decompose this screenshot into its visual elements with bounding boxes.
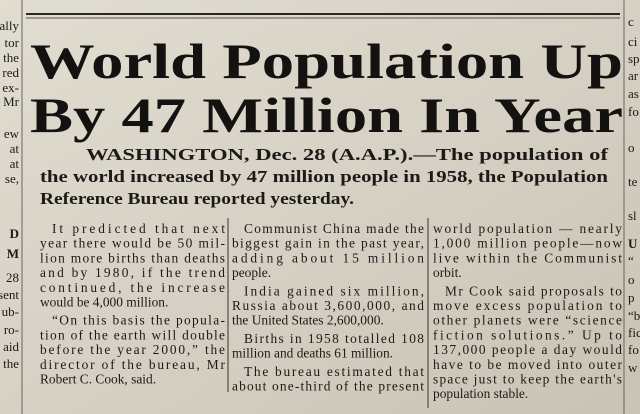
body-line: year there would be 50 mil- xyxy=(40,236,225,251)
left-fragment: tor xyxy=(5,35,20,50)
right-fragment: o xyxy=(628,272,635,287)
body-line: The bureau estimated that xyxy=(244,364,424,379)
body-line: director of the bureau, Mr xyxy=(40,357,226,372)
left-fragment: red xyxy=(2,65,19,80)
headline: World Population Up xyxy=(30,33,623,89)
right-fragment: te xyxy=(628,174,638,189)
right-fragment: o xyxy=(628,140,635,155)
right-fragment: sl xyxy=(628,208,637,223)
right-fragment: “ xyxy=(628,253,634,268)
body-line: Robert C. Cook, said. xyxy=(40,372,156,387)
left-fragment: the xyxy=(3,356,19,371)
body-line: about one-third of the present xyxy=(232,379,424,394)
body-line: have to be moved into outer xyxy=(433,357,623,372)
body-line: continued, the increase xyxy=(40,280,225,295)
body-line: other planets were “science xyxy=(433,313,622,328)
body-line: space just to keep the earth's xyxy=(433,372,622,387)
right-fragment: as xyxy=(628,86,639,101)
left-fragment: 28 xyxy=(6,270,19,285)
right-fragment: ci xyxy=(628,34,638,49)
left-fragment: aid xyxy=(3,339,19,354)
body-line: world population — nearly xyxy=(433,221,622,236)
body-line: 1,000 million people—now xyxy=(433,236,622,251)
right-fragment: fo xyxy=(628,342,639,357)
left-fragment: ro- xyxy=(4,322,19,337)
left-fragment: M xyxy=(7,246,19,261)
body-line: biggest gain in the past year, xyxy=(232,236,424,251)
body-line: would be 4,000 million. xyxy=(40,295,168,310)
body-line: move excess population to xyxy=(433,298,622,313)
body-line: orbit. xyxy=(433,265,462,280)
right-fragment: fo xyxy=(628,104,639,119)
body-line: people. xyxy=(232,265,271,280)
left-fragment: se, xyxy=(5,171,19,186)
body-line: tion of the earth will double xyxy=(40,327,225,342)
body-line: Russia about 3,600,000, and xyxy=(232,298,424,313)
left-fragment: ally xyxy=(0,18,19,33)
right-fragment: “b xyxy=(628,308,640,323)
right-fragment: fic xyxy=(628,325,640,340)
left-fragment: ew xyxy=(4,126,20,141)
body-line: population stable. xyxy=(433,386,528,401)
right-fragment: sp xyxy=(628,51,640,66)
right-fragment: U xyxy=(628,236,638,251)
left-fragment: at xyxy=(10,141,20,156)
lead-line: the world increased by 47 million people… xyxy=(40,167,608,186)
body-line: million and deaths 61 million. xyxy=(232,346,393,361)
body-line: Births in 1958 totalled 108 xyxy=(244,331,424,346)
body-line: 137,000 people a day would xyxy=(433,342,622,357)
body-line: It predicted that next xyxy=(52,221,225,236)
left-fragment: ex- xyxy=(2,80,19,95)
left-fragment: Mr xyxy=(3,94,20,109)
body-line: live within the Communist xyxy=(433,250,622,265)
body-line: Mr Cook said proposals to xyxy=(445,283,622,298)
body-line: lion more births than deaths xyxy=(40,250,225,265)
lead-line: Reference Bureau reported yesterday. xyxy=(40,189,354,208)
left-fragment: esent xyxy=(0,287,19,302)
headline: By 47 Million In Year xyxy=(30,87,623,143)
left-fragment: ub- xyxy=(2,304,19,319)
right-fragment: c xyxy=(628,14,634,29)
body-line: the United States 2,600,000. xyxy=(232,313,384,328)
right-fragment: p xyxy=(628,290,635,305)
right-fragment: w xyxy=(628,360,638,375)
body-line: Communist China made the xyxy=(244,221,424,236)
left-fragment: D xyxy=(10,226,19,241)
left-fragment: at xyxy=(10,156,20,171)
left-fragment: the xyxy=(3,50,19,65)
right-fragment: ar xyxy=(628,68,639,83)
lead-line: WASHINGTON, Dec. 28 (A.A.P.).—The popula… xyxy=(86,145,609,164)
body-line: and by 1980, if the trend xyxy=(40,265,225,280)
